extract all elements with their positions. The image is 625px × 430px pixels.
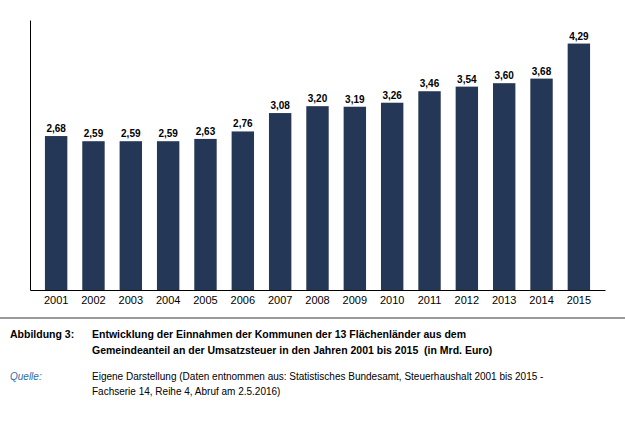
x-tick: 2006 <box>231 290 255 306</box>
data-label: 3,60 <box>494 70 514 81</box>
bar <box>82 141 104 290</box>
x-tick: 2008 <box>305 290 329 306</box>
x-tick: 2007 <box>268 290 292 306</box>
data-label: 2,68 <box>46 123 66 134</box>
x-tick-label: 2014 <box>529 294 553 306</box>
y-axis-line <box>30 21 31 291</box>
bar <box>493 83 515 290</box>
caption-label: Abbildung 3: <box>10 328 74 340</box>
separator <box>0 318 625 319</box>
x-tick: 2010 <box>380 290 404 306</box>
bar <box>157 141 179 290</box>
x-tick: 2004 <box>156 290 180 306</box>
bar <box>120 141 142 290</box>
bar <box>45 136 67 290</box>
x-tick-label: 2007 <box>268 294 292 306</box>
data-labels: 2,68 2,59 2,59 2,59 2,63 2,76 3,08 3,20 3,19 3,26… <box>46 31 589 140</box>
data-label: 2,59 <box>84 128 104 139</box>
x-tick: 2009 <box>343 290 367 306</box>
data-label: 3,19 <box>345 94 365 105</box>
source-text: Fachserie 14, Reihe 4, Abruf am 2.5.2016… <box>92 386 280 397</box>
x-tick: 2002 <box>81 290 105 306</box>
x-tick: 2011 <box>418 290 442 306</box>
x-tick-label: 2011 <box>418 294 442 306</box>
bar <box>344 107 366 290</box>
x-tick-label: 2012 <box>455 294 479 306</box>
data-label: 2,59 <box>158 128 178 139</box>
data-label: 2,76 <box>233 118 253 129</box>
caption-title: Entwicklung der Einnahmen der Kommunen d… <box>92 328 466 340</box>
data-label: 3,46 <box>420 78 440 89</box>
x-tick-label: 2002 <box>81 294 105 306</box>
x-tick: 2013 <box>492 290 516 306</box>
data-label: 2,59 <box>121 128 141 139</box>
x-tick-label: 2006 <box>231 294 255 306</box>
bar <box>381 103 403 290</box>
x-tick: 2015 <box>567 290 591 306</box>
x-tick: 2001 <box>44 290 68 306</box>
x-axis: 2001 2002 2003 2004 2005 2006 2007 2008 2009 2010… <box>31 290 606 306</box>
x-tick-label: 2003 <box>119 294 143 306</box>
source-text: Eigene Darstellung (Daten entnommen aus:… <box>92 371 543 382</box>
x-tick-label: 2005 <box>193 294 217 306</box>
x-axis-line <box>31 290 606 291</box>
data-label: 4,29 <box>569 31 589 42</box>
chart: 2,68 2,59 2,59 2,59 2,63 2,76 3,08 3,20 3,19 3,26… <box>0 0 625 430</box>
plot: 2,68 2,59 2,59 2,59 2,63 2,76 3,08 3,20 3,19 3,26… <box>31 21 606 306</box>
caption-title: Gemeindeanteil an der Umsatzsteuer in de… <box>92 344 492 356</box>
bar <box>269 113 291 290</box>
bars <box>45 44 590 290</box>
bar <box>306 106 328 290</box>
x-tick-label: 2010 <box>380 294 404 306</box>
data-label: 2,63 <box>196 126 216 137</box>
bar <box>194 139 216 290</box>
x-tick-label: 2013 <box>492 294 516 306</box>
x-tick: 2012 <box>455 290 479 306</box>
bar <box>568 44 590 290</box>
y-axis <box>30 21 31 291</box>
data-label: 3,68 <box>532 66 552 77</box>
bar <box>530 79 552 290</box>
bar <box>232 131 254 290</box>
data-label: 3,20 <box>308 93 328 104</box>
x-tick-label: 2009 <box>343 294 367 306</box>
data-label: 3,26 <box>382 90 402 101</box>
data-label: 3,08 <box>270 100 290 111</box>
x-tick: 2005 <box>193 290 217 306</box>
x-tick-label: 2008 <box>305 294 329 306</box>
x-tick-label: 2001 <box>44 294 68 306</box>
x-tick-label: 2004 <box>156 294 180 306</box>
data-label: 3,54 <box>457 74 477 85</box>
bar <box>418 91 440 290</box>
x-tick: 2003 <box>119 290 143 306</box>
x-tick-label: 2015 <box>567 294 591 306</box>
x-tick: 2014 <box>529 290 553 306</box>
source-label: Quelle: <box>10 371 42 382</box>
bar <box>456 87 478 290</box>
